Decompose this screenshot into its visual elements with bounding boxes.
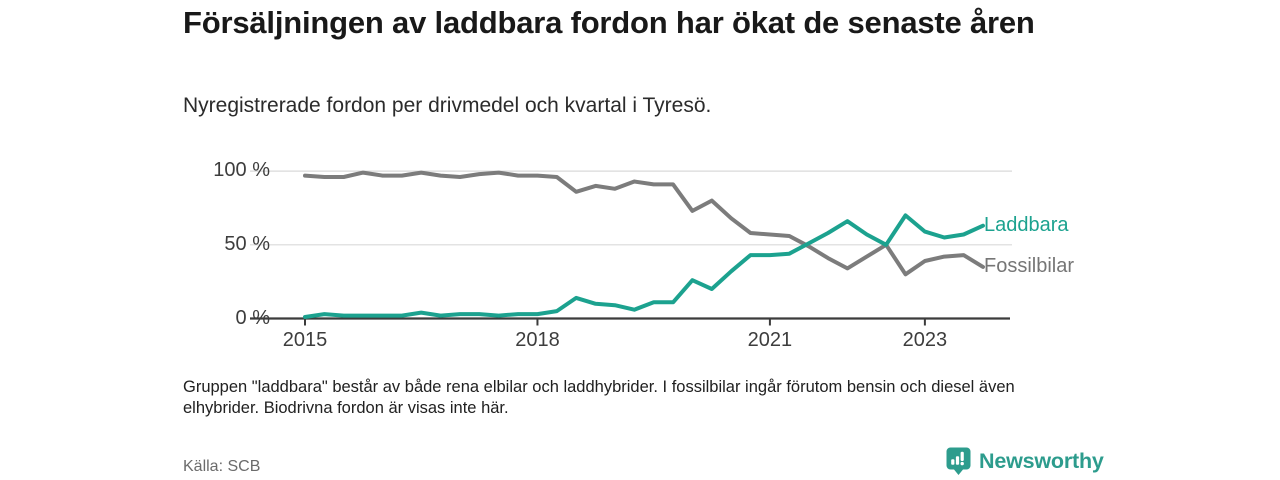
newsworthy-logo: Newsworthy — [946, 446, 1104, 476]
y-axis-tick-label: 0 % — [235, 306, 270, 329]
chart-footnote: Gruppen "laddbara" består av både rena e… — [183, 378, 1015, 417]
y-axis-tick-label: 50 % — [224, 232, 270, 255]
page-title: Försäljningen av laddbara fordon har öka… — [183, 5, 1035, 40]
x-axis-tick-label: 2021 — [747, 328, 793, 351]
x-axis-tick-label: 2023 — [902, 328, 948, 351]
y-axis-tick-label: 100 % — [213, 159, 270, 182]
chart-series-lines — [303, 170, 985, 319]
newsworthy-logo-text: Newsworthy — [979, 448, 1104, 473]
chart-subtitle: Nyregistrerade fordon per drivmedel och … — [183, 94, 712, 117]
legend-label-fossilbilar: Fossilbilar — [984, 254, 1075, 277]
x-axis-tick-label: 2015 — [282, 328, 328, 351]
source-text: Källa: SCB — [183, 458, 261, 475]
chart-x-axis — [250, 317, 1010, 326]
newsworthy-logo-icon — [946, 447, 971, 475]
x-axis-tick-label: 2018 — [515, 328, 560, 351]
legend-label-laddbara: Laddbara — [984, 213, 1069, 236]
